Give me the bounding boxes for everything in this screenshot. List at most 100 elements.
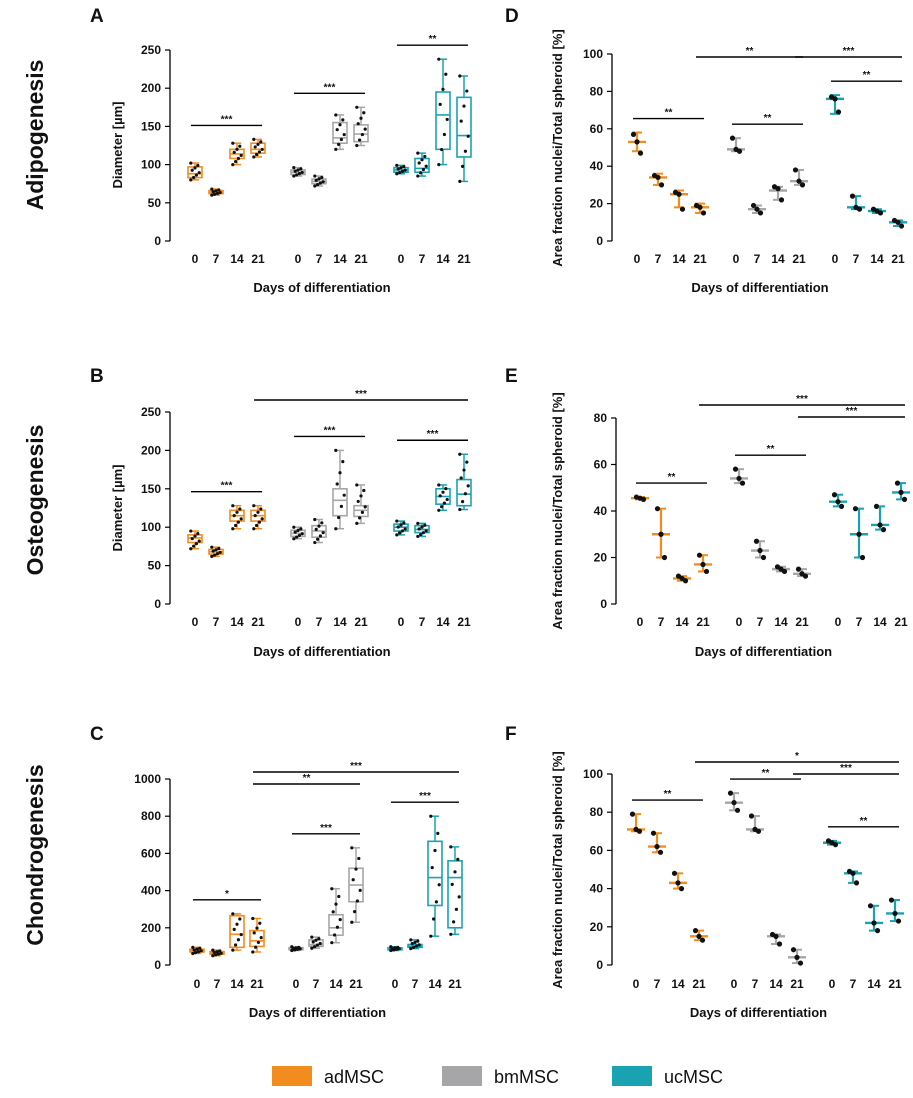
y-tick-label-c: 600 <box>141 846 161 860</box>
replicate-dot-admsc <box>630 131 637 138</box>
replicate-dot-bmmsc <box>736 148 743 154</box>
x-tick-label-a: 7 <box>419 252 426 266</box>
sample-dot-ucmsc <box>449 845 453 849</box>
sample-dot-bmmsc <box>350 846 354 850</box>
x-tick-label-e: 14 <box>774 615 788 629</box>
x-tick-label-f: 0 <box>633 977 640 991</box>
sample-dot-bmmsc <box>314 178 318 182</box>
replicate-dot-ucmsc <box>867 903 874 909</box>
y-tick-label-d: 100 <box>583 47 603 61</box>
sample-dot-bmmsc <box>358 516 362 520</box>
legend-swatch-bmmsc <box>442 1066 482 1086</box>
sample-dot-admsc <box>189 529 193 533</box>
replicate-dot-bmmsc <box>778 197 785 203</box>
sample-dot-bmmsc <box>313 184 317 188</box>
sample-dot-ucmsc <box>466 134 470 138</box>
x-tick-label-e: 7 <box>856 615 863 629</box>
sample-dot-admsc <box>238 917 242 921</box>
x-axis-title-c: Days of differentiation <box>249 1005 386 1020</box>
x-tick-label-a: 21 <box>457 252 471 266</box>
sample-dot-bmmsc <box>335 128 339 132</box>
sample-dot-ucmsc <box>402 521 406 525</box>
x-tick-label-c: 7 <box>214 977 221 991</box>
significance-label-c: ** <box>303 773 311 784</box>
sample-dot-bmmsc <box>292 166 296 170</box>
sample-dot-admsc <box>239 517 243 521</box>
replicate-dot-ucmsc <box>895 219 901 225</box>
replicate-dot-ucmsc <box>835 499 841 505</box>
sample-dot-bmmsc <box>335 482 339 486</box>
sample-dot-admsc <box>190 537 194 541</box>
replicate-dot-bmmsc <box>775 186 781 192</box>
significance-label-f: *** <box>840 763 852 774</box>
sample-dot-bmmsc <box>342 493 346 497</box>
sample-dot-admsc <box>196 950 200 954</box>
box-bmmsc-day-14 <box>328 913 344 937</box>
x-tick-label-e: 21 <box>894 615 908 629</box>
sample-dot-bmmsc <box>355 105 359 109</box>
y-axis-title-b: Diameter [µm] <box>110 465 125 552</box>
sample-dot-ucmsc <box>453 870 457 874</box>
sample-dot-admsc <box>252 155 256 159</box>
sample-dot-admsc <box>254 945 258 949</box>
sample-dot-bmmsc <box>334 902 338 906</box>
x-tick-label-a: 14 <box>436 252 450 266</box>
sample-dot-admsc <box>232 150 236 154</box>
sample-dot-ucmsc <box>437 508 441 512</box>
replicate-dot-ucmsc <box>877 210 884 216</box>
sample-dot-bmmsc <box>360 132 364 137</box>
sample-dot-admsc <box>218 550 222 555</box>
replicate-dot-ucmsc <box>852 506 859 512</box>
replicate-dot-admsc <box>682 578 689 584</box>
y-tick-label-f: 0 <box>596 958 603 972</box>
y-tick-label-e: 80 <box>594 411 608 425</box>
sample-dot-ucmsc <box>449 932 453 936</box>
sample-dot-bmmsc <box>355 143 359 148</box>
sample-dot-admsc <box>214 189 218 193</box>
x-tick-label-b: 21 <box>251 615 265 629</box>
replicate-dot-ucmsc <box>898 489 904 495</box>
x-tick-label-f: 7 <box>752 977 759 991</box>
sample-dot-admsc <box>194 542 198 546</box>
sample-dot-bmmsc <box>315 943 319 947</box>
sample-dot-admsc <box>210 554 214 558</box>
y-tick-label-b: 0 <box>154 597 161 611</box>
sample-dot-ucmsc <box>396 525 400 529</box>
box-ucmsc-day-21 <box>456 96 472 158</box>
sample-dot-bmmsc <box>359 116 363 120</box>
sample-dot-bmmsc <box>355 899 359 903</box>
y-tick-label-d: 80 <box>590 84 604 98</box>
replicate-dot-bmmsc <box>734 807 741 813</box>
sample-dot-admsc <box>194 950 198 955</box>
sample-dot-admsc <box>213 553 217 557</box>
sample-dot-ucmsc <box>438 494 442 498</box>
sample-dot-bmmsc <box>334 113 338 117</box>
x-tick-label-f: 14 <box>671 977 685 991</box>
sample-dot-admsc <box>193 166 197 170</box>
sample-dot-bmmsc <box>338 123 342 127</box>
sample-dot-admsc <box>195 947 199 951</box>
sample-dot-admsc <box>259 507 263 511</box>
x-tick-label-d: 21 <box>891 252 905 266</box>
sample-dot-ucmsc <box>414 944 418 948</box>
sample-dot-ucmsc <box>416 151 420 155</box>
sample-dot-ucmsc <box>440 505 444 509</box>
x-tick-label-c: 0 <box>293 977 300 991</box>
sample-dot-admsc <box>196 531 200 536</box>
replicate-dot-admsc <box>676 191 682 197</box>
sample-dot-bmmsc <box>320 175 324 180</box>
sample-dot-admsc <box>258 921 262 925</box>
replicate-dot-bmmsc <box>797 960 804 966</box>
y-tick-label-e: 20 <box>594 551 608 565</box>
replicate-dot-bmmsc <box>781 568 788 575</box>
sample-dot-admsc <box>252 527 256 531</box>
sample-dot-ucmsc <box>416 174 420 178</box>
sample-dot-admsc <box>260 517 264 521</box>
replicate-dot-admsc <box>675 880 681 886</box>
x-tick-label-e: 7 <box>757 615 764 629</box>
sample-dot-ucmsc <box>461 500 465 504</box>
sample-dot-admsc <box>215 950 219 954</box>
sample-dot-admsc <box>251 916 255 921</box>
sample-dot-bmmsc <box>311 940 315 944</box>
